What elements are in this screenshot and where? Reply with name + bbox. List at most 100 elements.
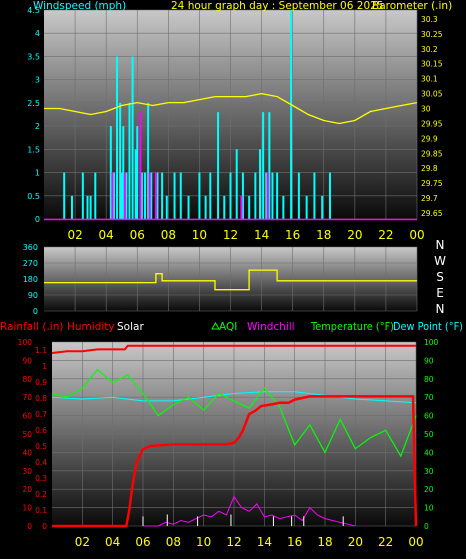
windspeed-bar <box>119 102 122 219</box>
gust-bar <box>154 172 157 219</box>
windspeed-bar <box>229 172 232 219</box>
windspeed-tick-label: 0.5 <box>27 192 40 201</box>
humidity-tick-label: 80 <box>22 375 32 384</box>
hour-tick-label: 12 <box>223 228 238 242</box>
windspeed-bar <box>321 195 324 219</box>
direction-grid <box>44 246 418 312</box>
windspeed-bar <box>248 195 251 219</box>
rainfall-tick-label: 0.9 <box>35 378 47 387</box>
windspeed-bar <box>268 112 271 219</box>
windspeed-tick-label: 4.5 <box>27 6 40 15</box>
barometer-axis-ticks: 29.65 29.7 29.75 29.8 29.85 29.9 29.95 30 30.05 3… <box>421 15 443 218</box>
temperature-tick-label: 20 <box>424 485 434 494</box>
windspeed-bar <box>81 172 84 219</box>
windspeed-bar <box>109 126 112 219</box>
barometer-tick-label: 29.9 <box>421 134 438 143</box>
legend-rainfall: Rainfall (.in) <box>0 321 63 333</box>
hour-tick-label: 06 <box>130 228 145 242</box>
windspeed-bar <box>276 172 279 219</box>
rainfall-axis-ticks: 1.1 1 0.9 0.8 0.7 0.6 0.5 0.4 0.3 0.2 0.1 0 <box>35 346 47 531</box>
gust-bar <box>240 195 243 219</box>
temperature-tick-label: 50 <box>424 430 434 439</box>
direction-tick-label: 360 <box>23 243 38 252</box>
windspeed-bar <box>204 195 207 219</box>
barometer-tick-label: 30.25 <box>421 30 443 39</box>
direction-tick-label: 90 <box>28 291 38 300</box>
rainfall-tick-label: 0.6 <box>35 426 47 435</box>
humidity-tick-label: 40 <box>22 448 32 457</box>
windspeed-bar <box>156 172 159 219</box>
barometer-axis-label: Barometer (.in) <box>372 0 452 12</box>
climate-legend: Rainfall (.in) Humidity Solar AQI Windch… <box>0 321 463 333</box>
barometer-tick-label: 29.95 <box>421 119 443 128</box>
windspeed-bar <box>282 195 285 219</box>
temperature-tick-label: 0 <box>424 522 429 531</box>
hour-tick-label: 06 <box>135 535 150 549</box>
windspeed-bar <box>134 149 137 219</box>
rainfall-line <box>52 395 418 528</box>
windspeed-axis-ticks: 0 0.5 1 1.5 2 2.5 3 3.5 4 4.5 <box>27 6 40 224</box>
windspeed-bar <box>122 126 125 219</box>
windspeed-bar <box>290 10 293 219</box>
rainfall-tick-label: 0.5 <box>35 442 47 451</box>
temperature-tick-label: 80 <box>424 375 434 384</box>
gust-bar <box>139 112 142 219</box>
graph-title: 24 hour graph day : September 06 2025 <box>171 0 383 12</box>
hour-tick-label: 04 <box>105 535 120 549</box>
hour-tick-label: 08 <box>161 228 176 242</box>
windspeed-bar <box>235 149 238 219</box>
hour-tick-label: 16 <box>287 535 302 549</box>
hour-tick-label: 12 <box>226 535 241 549</box>
humidity-tick-label: 100 <box>18 338 33 347</box>
windspeed-tick-label: 3 <box>35 76 40 85</box>
windspeed-bar <box>86 195 89 219</box>
triangle-icon <box>211 322 220 330</box>
legend-aqi: AQI <box>219 321 237 333</box>
windspeed-bar <box>198 172 201 219</box>
legend-solar: Solar <box>117 321 144 333</box>
barometer-tick-label: 29.7 <box>421 194 438 203</box>
windspeed-bar <box>131 56 134 219</box>
windspeed-bar <box>165 195 168 219</box>
windspeed-bar <box>63 172 66 219</box>
rainfall-tick-label: 1.1 <box>35 346 47 355</box>
barometer-line <box>44 92 418 125</box>
windspeed-bar <box>140 172 143 219</box>
windspeed-bar <box>179 172 182 219</box>
temperature-tick-label: 60 <box>424 412 434 421</box>
temperature-tick-label: 100 <box>424 338 439 347</box>
windspeed-bar <box>262 112 265 219</box>
windspeed-bar <box>223 195 226 219</box>
windspeed-bar <box>120 172 123 219</box>
hour-tick-label: 20 <box>348 535 363 549</box>
barometer-tick-label: 30 <box>421 105 431 114</box>
rainfall-tick-label: 0.4 <box>35 458 47 467</box>
windspeed-bar <box>209 172 212 219</box>
barometer-tick-label: 30.3 <box>421 15 438 24</box>
hour-tick-label: 16 <box>285 228 300 242</box>
windspeed-bar <box>254 172 257 219</box>
temperature-tick-label: 10 <box>424 504 434 513</box>
barometer-tick-label: 29.8 <box>421 164 438 173</box>
barometer-tick-label: 30.15 <box>421 60 443 69</box>
hour-tick-label: 20 <box>347 228 362 242</box>
windspeed-bar <box>313 172 316 219</box>
windspeed-bar <box>144 172 147 219</box>
direction-tick-label: 180 <box>23 275 38 284</box>
windspeed-tick-label: 0 <box>35 215 40 224</box>
hour-tick-label: 18 <box>316 228 331 242</box>
barometer-tick-label: 30.1 <box>421 75 438 84</box>
wind-hour-ticks: 02 04 06 08 10 12 14 16 18 20 22 00 <box>67 228 424 242</box>
windspeed-bar <box>94 172 97 219</box>
gust-bars <box>111 112 269 219</box>
hour-tick-label: 02 <box>75 535 90 549</box>
humidity-tick-label: 10 <box>22 504 32 513</box>
hour-tick-label: 14 <box>257 535 272 549</box>
direction-axis-ticks: 360 270 180 90 0 <box>23 243 38 316</box>
legend-dewpoint: Dew Point (°F) <box>393 321 463 333</box>
windspeed-bar <box>271 172 274 219</box>
windspeed-bar <box>150 172 153 219</box>
